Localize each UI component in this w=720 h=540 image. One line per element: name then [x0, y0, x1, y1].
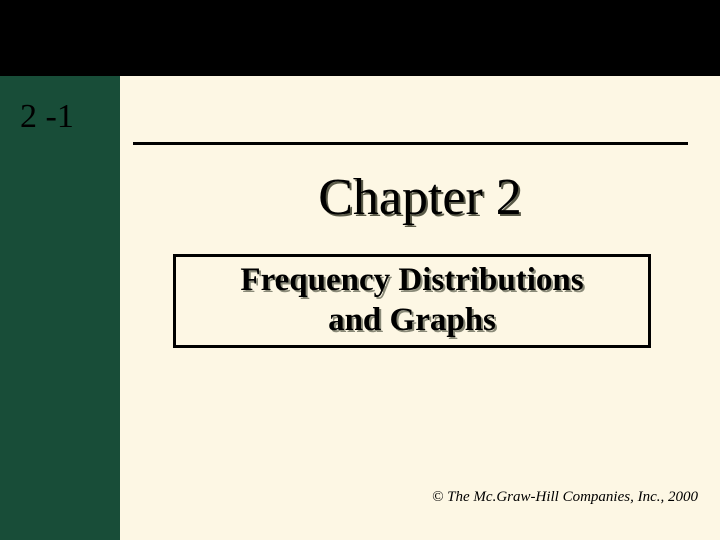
subtitle-main: Frequency Distributions and Graphs	[240, 261, 583, 340]
top-left-corner	[0, 0, 120, 76]
subtitle-line1: Frequency Distributions	[240, 262, 583, 298]
horizontal-rule	[133, 142, 688, 145]
copyright-text: © The Mc.Graw-Hill Companies, Inc., 2000	[432, 489, 698, 506]
chapter-title-text: Chapter 2	[120, 168, 720, 227]
left-sidebar-band	[0, 0, 120, 540]
subtitle-box: Frequency Distributions and Graphs Freque…	[173, 254, 651, 348]
slide: 2 -1 Chapter 2 Chapter 2 Frequency Distr…	[0, 0, 720, 540]
subtitle-line2: and Graphs	[328, 302, 496, 338]
chapter-title: Chapter 2 Chapter 2	[120, 168, 720, 227]
section-number: 2 -1	[20, 98, 74, 136]
subtitle-text: Frequency Distributions and Graphs Freque…	[240, 261, 583, 340]
